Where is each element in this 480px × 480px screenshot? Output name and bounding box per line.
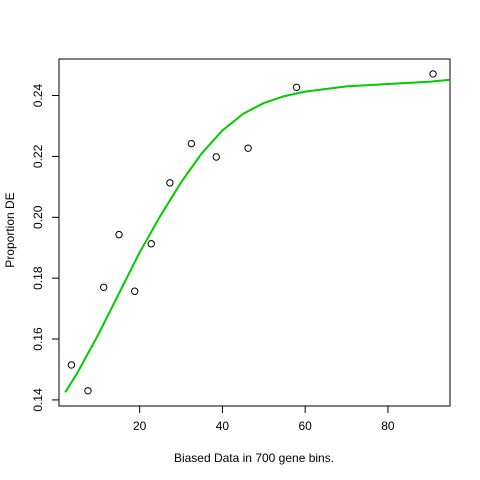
- data-point: [147, 240, 155, 248]
- x-tick-label: 80: [381, 419, 395, 433]
- x-tick-label: 20: [133, 419, 147, 433]
- data-point: [244, 144, 252, 152]
- y-tick-label: 0.20: [31, 205, 45, 229]
- y-axis-title: Proportion DE: [3, 192, 17, 267]
- y-tick-label: 0.24: [31, 84, 45, 108]
- data-point: [99, 283, 108, 291]
- x-tick-label: 60: [299, 419, 313, 433]
- data-point: [212, 153, 220, 161]
- data-point: [187, 139, 196, 148]
- data-point: [84, 387, 92, 395]
- data-point: [131, 287, 139, 295]
- y-axis: 0.14 0.16 0.18 0.20 0.22 0.24: [31, 84, 60, 412]
- plot-frame: [58, 58, 451, 407]
- y-tick-label: 0.16: [31, 327, 45, 351]
- fit-curve-layer: [64, 78, 450, 393]
- data-point: [292, 83, 301, 92]
- data-points-layer: [67, 70, 437, 395]
- x-tick-label: 40: [216, 419, 230, 433]
- data-point: [429, 70, 437, 78]
- y-tick-label: 0.18: [31, 266, 45, 290]
- data-point: [67, 361, 76, 369]
- data-point: [115, 230, 123, 239]
- data-point: [166, 179, 174, 187]
- y-tick-label: 0.22: [31, 144, 45, 168]
- x-axis: 20 40 60 80: [133, 405, 395, 433]
- fit-curve-line: [64, 78, 450, 393]
- x-axis-title: Biased Data in 700 gene bins.: [174, 451, 334, 465]
- y-tick-label: 0.14: [31, 388, 45, 412]
- plot-border: [58, 58, 451, 407]
